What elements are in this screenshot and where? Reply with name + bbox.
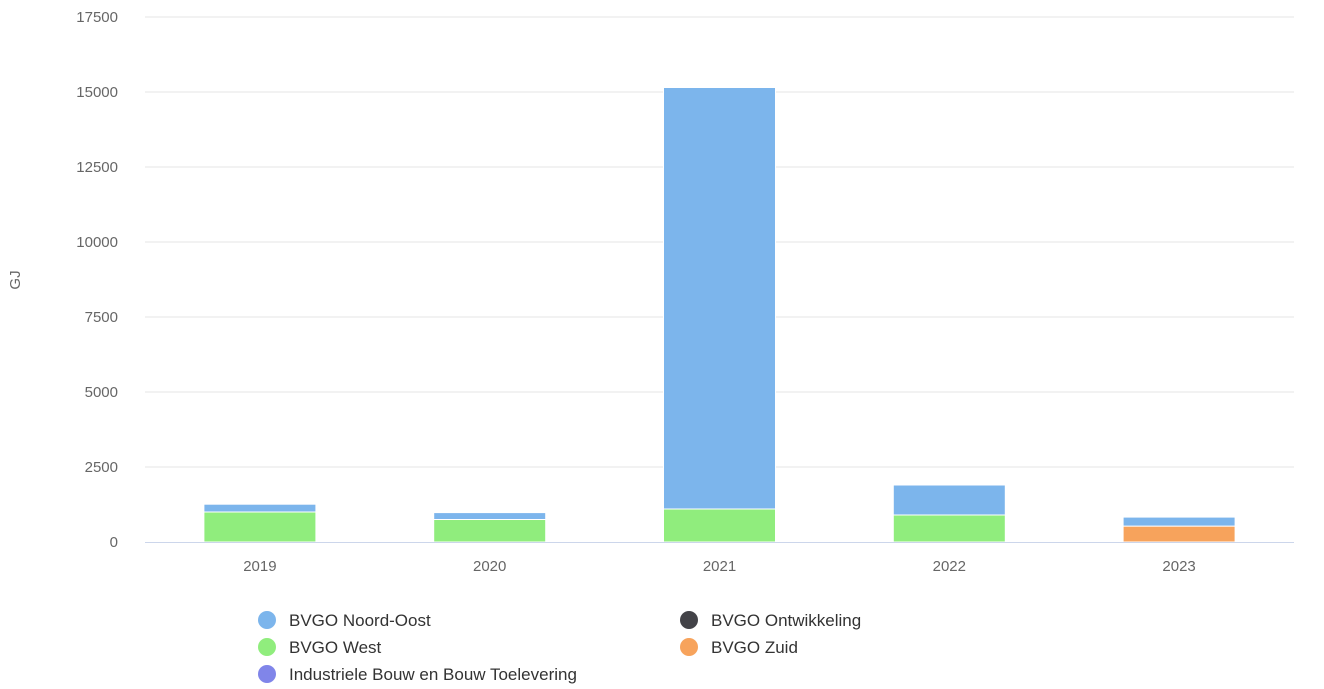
bar-segment-bvgo-noord-oost-2023	[1122, 516, 1236, 527]
legend-label: BVGO West	[289, 638, 382, 657]
y-tick-label: 2500	[85, 459, 118, 476]
y-tick-label: 15000	[76, 84, 118, 101]
x-axis-tick-labels: 2019 2020 2021 2022 2023	[243, 558, 1196, 575]
bar-segment-bvgo-noord-oost-2019	[203, 503, 317, 513]
legend-label: BVGO Noord-Oost	[289, 611, 431, 630]
legend-marker	[680, 611, 698, 629]
bar-segment-bvgo-noord-oost-2022	[892, 484, 1006, 516]
legend-item[interactable]: BVGO Ontwikkeling	[680, 611, 861, 630]
y-axis-title: GJ	[7, 270, 24, 289]
bar-segment-bvgo-west-2020	[433, 519, 547, 543]
x-tick-label: 2021	[703, 558, 736, 575]
y-tick-label: 17500	[76, 9, 118, 26]
bar-segment-bvgo-noord-oost-2020	[433, 512, 547, 520]
y-axis-tick-labels: 0 2500 5000 7500 10000 12500 15000 17500	[76, 9, 118, 551]
legend-marker	[258, 665, 276, 683]
x-tick-label: 2023	[1162, 558, 1195, 575]
y-tick-label: 12500	[76, 159, 118, 176]
legend-marker	[680, 638, 698, 656]
legend-label: BVGO Zuid	[711, 638, 798, 657]
x-tick-label: 2019	[243, 558, 276, 575]
y-tick-label: 7500	[85, 309, 118, 326]
legend-label: Industriele Bouw en Bouw Toelevering	[289, 665, 577, 684]
y-tick-label: 5000	[85, 384, 118, 401]
legend-item[interactable]: BVGO Noord-Oost	[258, 611, 431, 630]
legend-item[interactable]: Industriele Bouw en Bouw Toelevering	[258, 665, 577, 684]
legend-item[interactable]: BVGO West	[258, 638, 382, 657]
legend-marker	[258, 638, 276, 656]
legend-label: BVGO Ontwikkeling	[711, 611, 861, 630]
x-tick-label: 2020	[473, 558, 506, 575]
bars	[203, 87, 1236, 543]
bar-segment-bvgo-west-2021	[663, 508, 776, 543]
legend: BVGO Noord-Oost BVGO Ontwikkeling BVGO Wes…	[258, 611, 861, 684]
y-tick-label: 10000	[76, 234, 118, 251]
bar-segment-bvgo-west-2022	[892, 514, 1006, 543]
bar-segment-bvgo-noord-oost-2021	[663, 87, 776, 510]
bar-segment-bvgo-zuid-2023	[1122, 525, 1236, 543]
y-tick-label: 0	[110, 534, 118, 551]
legend-item[interactable]: BVGO Zuid	[680, 638, 798, 657]
bar-segment-bvgo-west-2019	[203, 511, 317, 543]
legend-marker	[258, 611, 276, 629]
x-tick-label: 2022	[933, 558, 966, 575]
